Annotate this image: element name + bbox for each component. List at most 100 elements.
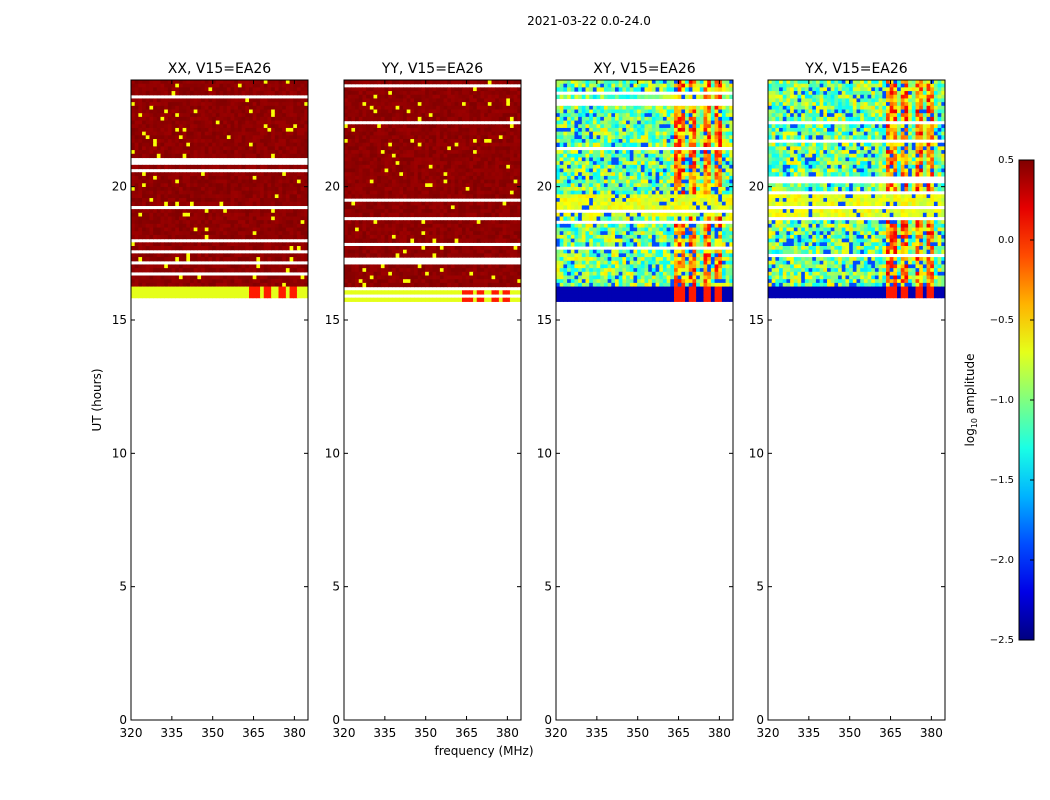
heatmap-cell [414,271,419,277]
heatmap-cell [391,164,397,170]
heatmap-cell [182,146,187,151]
heatmap-cell [271,279,276,284]
heatmap-cell [160,172,165,177]
heatmap-cell [256,290,261,295]
heatmap-cell [289,153,294,159]
heatmap-cell [425,249,430,254]
heatmap-cell [447,194,452,199]
heatmap-cell [517,164,521,170]
heatmap-cell [436,275,441,280]
heatmap-cell [513,153,518,159]
heatmap-cell [344,234,349,240]
heatmap-cell [260,98,265,103]
heatmap-cell [186,102,191,107]
heatmap-cell [178,253,184,258]
heatmap-cell [513,127,518,133]
heatmap-cell [377,268,382,273]
heatmap-cell [226,282,232,288]
heatmap-cell [462,205,467,210]
heatmap-cell [138,98,143,103]
heatmap-cell [439,227,445,232]
heatmap-cell [234,150,239,155]
heatmap-cell [351,227,356,232]
heatmap-cell [167,279,173,284]
heatmap-cell [219,80,224,85]
heatmap-cell [480,249,485,254]
heatmap-cell [721,80,727,85]
heatmap-cell [502,87,507,92]
heatmap-cell [454,205,459,210]
heatmap-cell [388,139,393,144]
heatmap-cell [502,209,507,214]
heatmap-cell [197,175,202,181]
heatmap-cell [417,275,423,280]
heatmap-cell [439,279,445,284]
heatmap-cell [347,183,352,188]
heatmap-cell [149,120,154,125]
heatmap-cell [241,146,246,151]
heatmap-cell [410,168,415,173]
heatmap-cell [491,279,496,284]
heatmap-cell [498,153,504,159]
heatmap-cell [517,94,521,100]
heatmap-cell [506,87,511,92]
heatmap-cell [556,83,561,88]
heatmap-cell [226,175,232,181]
heatmap-cell [377,205,382,210]
heatmap-cell [351,282,356,288]
heatmap-cell [355,87,360,92]
heatmap-cell [480,105,485,111]
heatmap-cell [366,98,371,103]
heatmap-cell [296,253,302,258]
heatmap-cell [443,297,448,302]
heatmap-cell [406,161,411,166]
heatmap-cell [458,105,463,111]
heatmap-cell [406,282,411,288]
heatmap-cell [226,80,232,85]
heatmap-cell [491,194,496,199]
heatmap-cell [502,201,507,207]
heatmap-cell [358,279,364,284]
heatmap-cell [160,116,165,122]
heatmap-cell [447,161,452,166]
heatmap-cell [208,190,213,195]
heatmap-cell [384,87,389,92]
heatmap-cell [351,139,356,144]
heatmap-cell [230,146,235,151]
heatmap-cell [495,168,500,173]
heatmap-cell [622,83,627,88]
heatmap-cell [421,201,426,207]
heatmap-cell [436,135,441,140]
heatmap-cell [171,293,176,299]
heatmap-cell [362,279,367,284]
heatmap-cell [237,190,243,195]
heatmap-cell [380,98,386,103]
heatmap-cell [513,98,518,103]
heatmap-cell [491,268,496,273]
heatmap-cell [410,142,415,147]
heatmap-cell [175,183,180,188]
heatmap-cell [421,227,426,232]
heatmap-cell [249,190,254,195]
heatmap-cell [344,183,349,188]
heatmap-cell [432,179,437,184]
heatmap-cell [410,150,415,155]
heatmap-cell [391,249,397,254]
heatmap-cell [377,275,382,280]
heatmap-cell [204,80,210,85]
heatmap-cell [190,139,195,144]
heatmap-cell [234,223,239,229]
heatmap-cell [267,268,272,273]
heatmap-cell [498,275,504,280]
heatmap-cell [230,179,235,184]
heatmap-cell [131,113,136,118]
heatmap-cell [249,105,254,111]
heatmap-cell [153,127,158,133]
heatmap-cell [193,98,198,103]
heatmap-cell [164,131,169,136]
heatmap-cell [271,293,276,299]
heatmap-cell [406,264,411,269]
heatmap-cell [443,234,448,240]
heatmap-cell [506,209,511,214]
heatmap-cell [391,131,397,136]
